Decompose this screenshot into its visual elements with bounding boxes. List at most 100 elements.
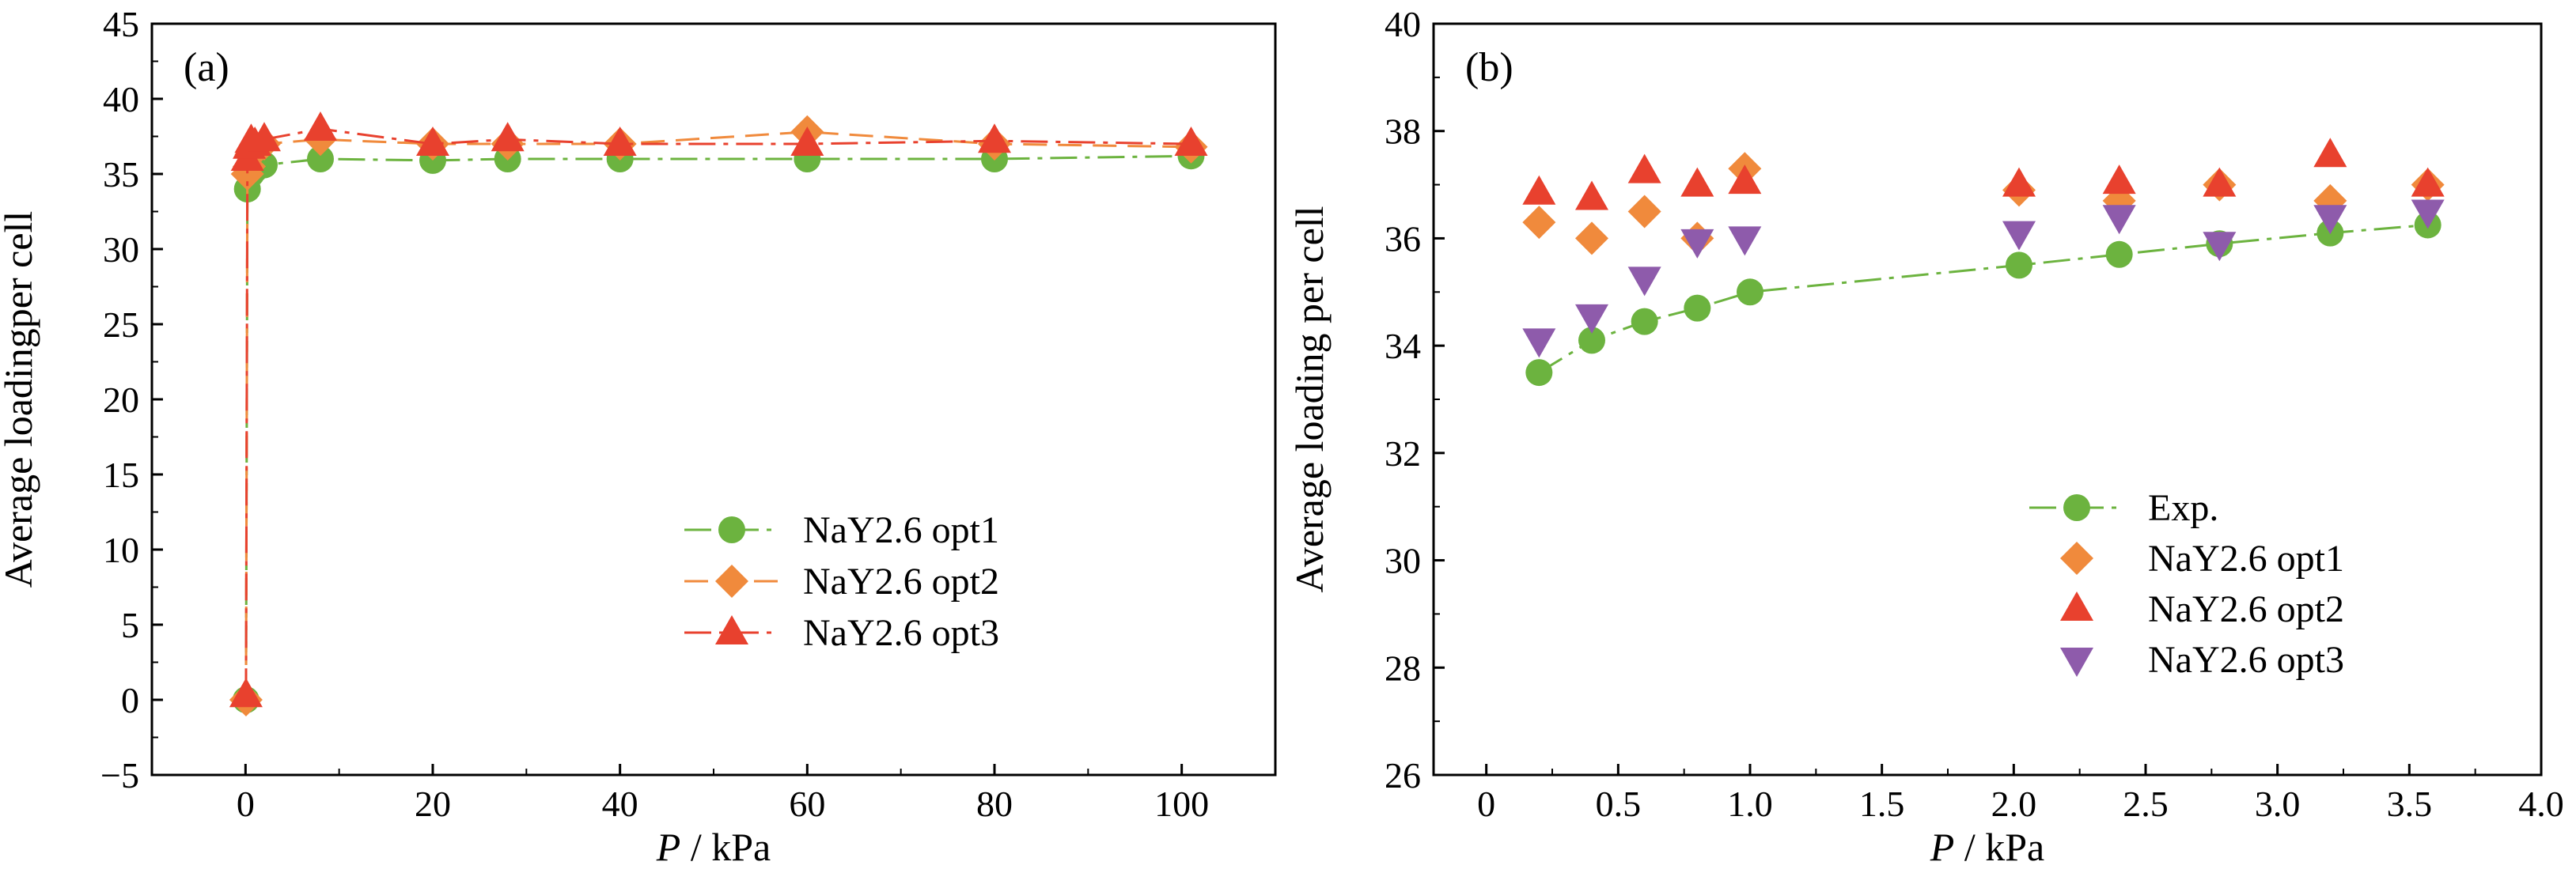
x-tick-label: 2.5: [2123, 784, 2169, 824]
y-tick-label: 28: [1385, 648, 1421, 688]
y-tick-label: 0: [121, 680, 139, 720]
data-point: [1522, 175, 1556, 205]
series-triangle-up: [1522, 138, 2445, 210]
x-axis-label-symbol: P: [1930, 825, 1955, 869]
legend-marker: [718, 516, 745, 543]
legend-marker: [715, 565, 748, 598]
data-point: [1578, 327, 1605, 354]
legend-label: NaY2.6 opt1: [803, 509, 999, 551]
data-point: [2006, 251, 2032, 279]
data-point: [1522, 206, 1556, 240]
series-circle: [1525, 211, 2442, 387]
data-point: [248, 122, 281, 152]
x-tick-label: 0: [1477, 784, 1495, 824]
data-point: [1627, 153, 1661, 183]
x-tick-label: 1.0: [1727, 784, 1773, 824]
legend-label: Exp.: [2148, 487, 2218, 529]
x-axis-label: P / kPa: [1930, 825, 2044, 869]
series-line: [244, 154, 1191, 701]
data-point: [1575, 221, 1608, 255]
legend-marker: [2060, 591, 2093, 621]
data-point: [790, 127, 824, 156]
data-point: [1728, 226, 1762, 256]
data-point: [1631, 308, 1658, 335]
series-diamond: [229, 115, 1208, 716]
data-point: [2002, 167, 2036, 197]
data-point: [2102, 205, 2136, 235]
y-tick-label: 10: [103, 530, 139, 570]
y-axis-label: Average loadingper cell: [0, 211, 40, 588]
x-tick-label: 0: [237, 784, 255, 824]
y-tick-label: 34: [1385, 326, 1421, 366]
data-point: [2411, 199, 2445, 229]
data-point: [1522, 328, 1556, 358]
data-point: [1575, 304, 1608, 334]
data-point: [2411, 167, 2445, 197]
data-point: [1728, 164, 1762, 195]
chart-panel-b: 0 0.5 1.0 1.5 2.0 2.5 3.0 3.5 4.0 26 28 30 32 34 36 38 4…: [1287, 4, 2564, 869]
y-tick-label: 5: [121, 605, 139, 645]
x-axis-label-symbol: P: [656, 825, 681, 869]
plot-frame: [1432, 22, 2543, 777]
x-tick-label: 0.5: [1596, 784, 1642, 824]
data-point: [2203, 232, 2237, 262]
x-axis-label-unit: / kPa: [680, 825, 771, 869]
series-triangle-down: [1522, 199, 2445, 358]
series-circle: [232, 142, 1205, 713]
data-point: [1627, 195, 1661, 229]
y-tick-label: 15: [103, 455, 139, 495]
y-tick-label: 30: [103, 229, 139, 270]
data-point: [603, 127, 637, 156]
y-tick-label: 36: [1385, 218, 1421, 259]
x-tick-label: 80: [976, 784, 1013, 824]
legend: Exp. NaY2.6 opt1 NaY2.6 opt2 NaY2.6 opt3: [2029, 487, 2344, 681]
data-point: [1575, 180, 1608, 210]
series-diamond: [1522, 152, 2445, 255]
data-point: [491, 122, 525, 152]
series-line: [1538, 223, 2428, 374]
x-tick-label: 40: [602, 784, 638, 824]
data-point: [1627, 266, 1661, 297]
legend-label: NaY2.6 opt2: [2148, 588, 2344, 630]
data-point: [1680, 229, 1714, 259]
x-tick-label: 100: [1154, 784, 1209, 824]
y-tick-label: 20: [103, 380, 139, 420]
panel-label: (a): [184, 45, 229, 90]
x-tick-label: 4.0: [2518, 784, 2564, 824]
x-tick-label: 2.0: [1991, 784, 2037, 824]
legend-marker: [2060, 648, 2093, 677]
legend-marker: [715, 615, 748, 644]
y-tick-label: 35: [103, 154, 139, 195]
x-tick-label: 20: [415, 784, 451, 824]
legend: NaY2.6 opt1 NaY2.6 opt2 NaY2.6 opt3: [684, 509, 999, 654]
data-point: [1174, 127, 1208, 156]
y-tick-label: 26: [1385, 755, 1421, 796]
y-tick-label: 32: [1385, 433, 1421, 474]
y-tick-label: 25: [103, 304, 139, 345]
x-axis-label-unit: / kPa: [1954, 825, 2044, 869]
legend-label: NaY2.6 opt1: [2148, 538, 2344, 580]
legend-label: NaY2.6 opt3: [803, 612, 999, 654]
chart-panel-a: 0 20 40 60 80 100 −5 0 5 10 15 20 25 30 35 40 45 P / kPa A…: [0, 4, 1277, 869]
data-point: [2002, 221, 2036, 251]
data-point: [2102, 164, 2136, 195]
data-point: [2105, 240, 2133, 268]
data-point: [1737, 278, 1763, 306]
legend-marker: [2063, 494, 2090, 521]
y-tick-label: 30: [1385, 541, 1421, 581]
data-point: [1525, 359, 1553, 387]
y-tick-label: 40: [103, 79, 139, 119]
series-triangle-up: [229, 111, 1208, 708]
data-point: [2313, 205, 2347, 235]
legend-label: NaY2.6 opt3: [2148, 639, 2344, 681]
series-line: [244, 127, 1191, 696]
data-point: [307, 146, 334, 172]
x-axis-label: P / kPa: [656, 825, 771, 869]
legend-marker: [2060, 542, 2093, 575]
x-tick-label: 60: [789, 784, 825, 824]
x-tick-label: 3.0: [2255, 784, 2301, 824]
x-tick-label: 1.5: [1859, 784, 1905, 824]
legend-label: NaY2.6 opt2: [803, 561, 999, 603]
y-tick-label: 38: [1385, 111, 1421, 152]
y-axis-label: Average loading per cell: [1287, 206, 1332, 592]
